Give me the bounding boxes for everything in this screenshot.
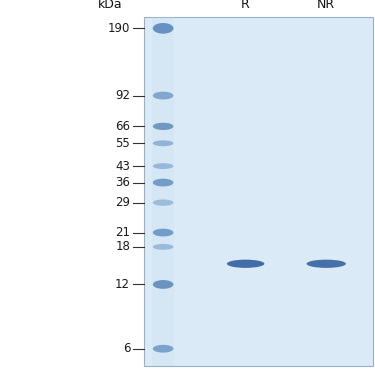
Ellipse shape [153,280,173,289]
Ellipse shape [153,178,173,186]
Text: 36: 36 [115,176,130,189]
Text: 55: 55 [116,137,130,150]
Text: 12: 12 [115,278,130,291]
Ellipse shape [153,200,173,206]
Text: 43: 43 [115,160,130,172]
Ellipse shape [153,345,173,352]
Bar [152,17,174,366]
Text: 6: 6 [123,342,130,355]
Ellipse shape [153,123,173,130]
Ellipse shape [307,260,346,268]
Text: 190: 190 [108,22,130,35]
Ellipse shape [153,92,173,99]
Text: kDa: kDa [98,0,123,11]
Bar [144,17,373,366]
Ellipse shape [153,163,173,169]
Ellipse shape [153,23,173,34]
Text: 66: 66 [115,120,130,133]
Ellipse shape [153,244,173,250]
Text: 18: 18 [115,240,130,254]
Text: R: R [241,0,250,11]
Ellipse shape [153,140,173,146]
Text: 29: 29 [115,196,130,209]
Ellipse shape [153,229,173,237]
Text: NR: NR [317,0,335,11]
Text: 92: 92 [115,89,130,102]
Ellipse shape [227,260,264,268]
Text: 21: 21 [115,226,130,239]
